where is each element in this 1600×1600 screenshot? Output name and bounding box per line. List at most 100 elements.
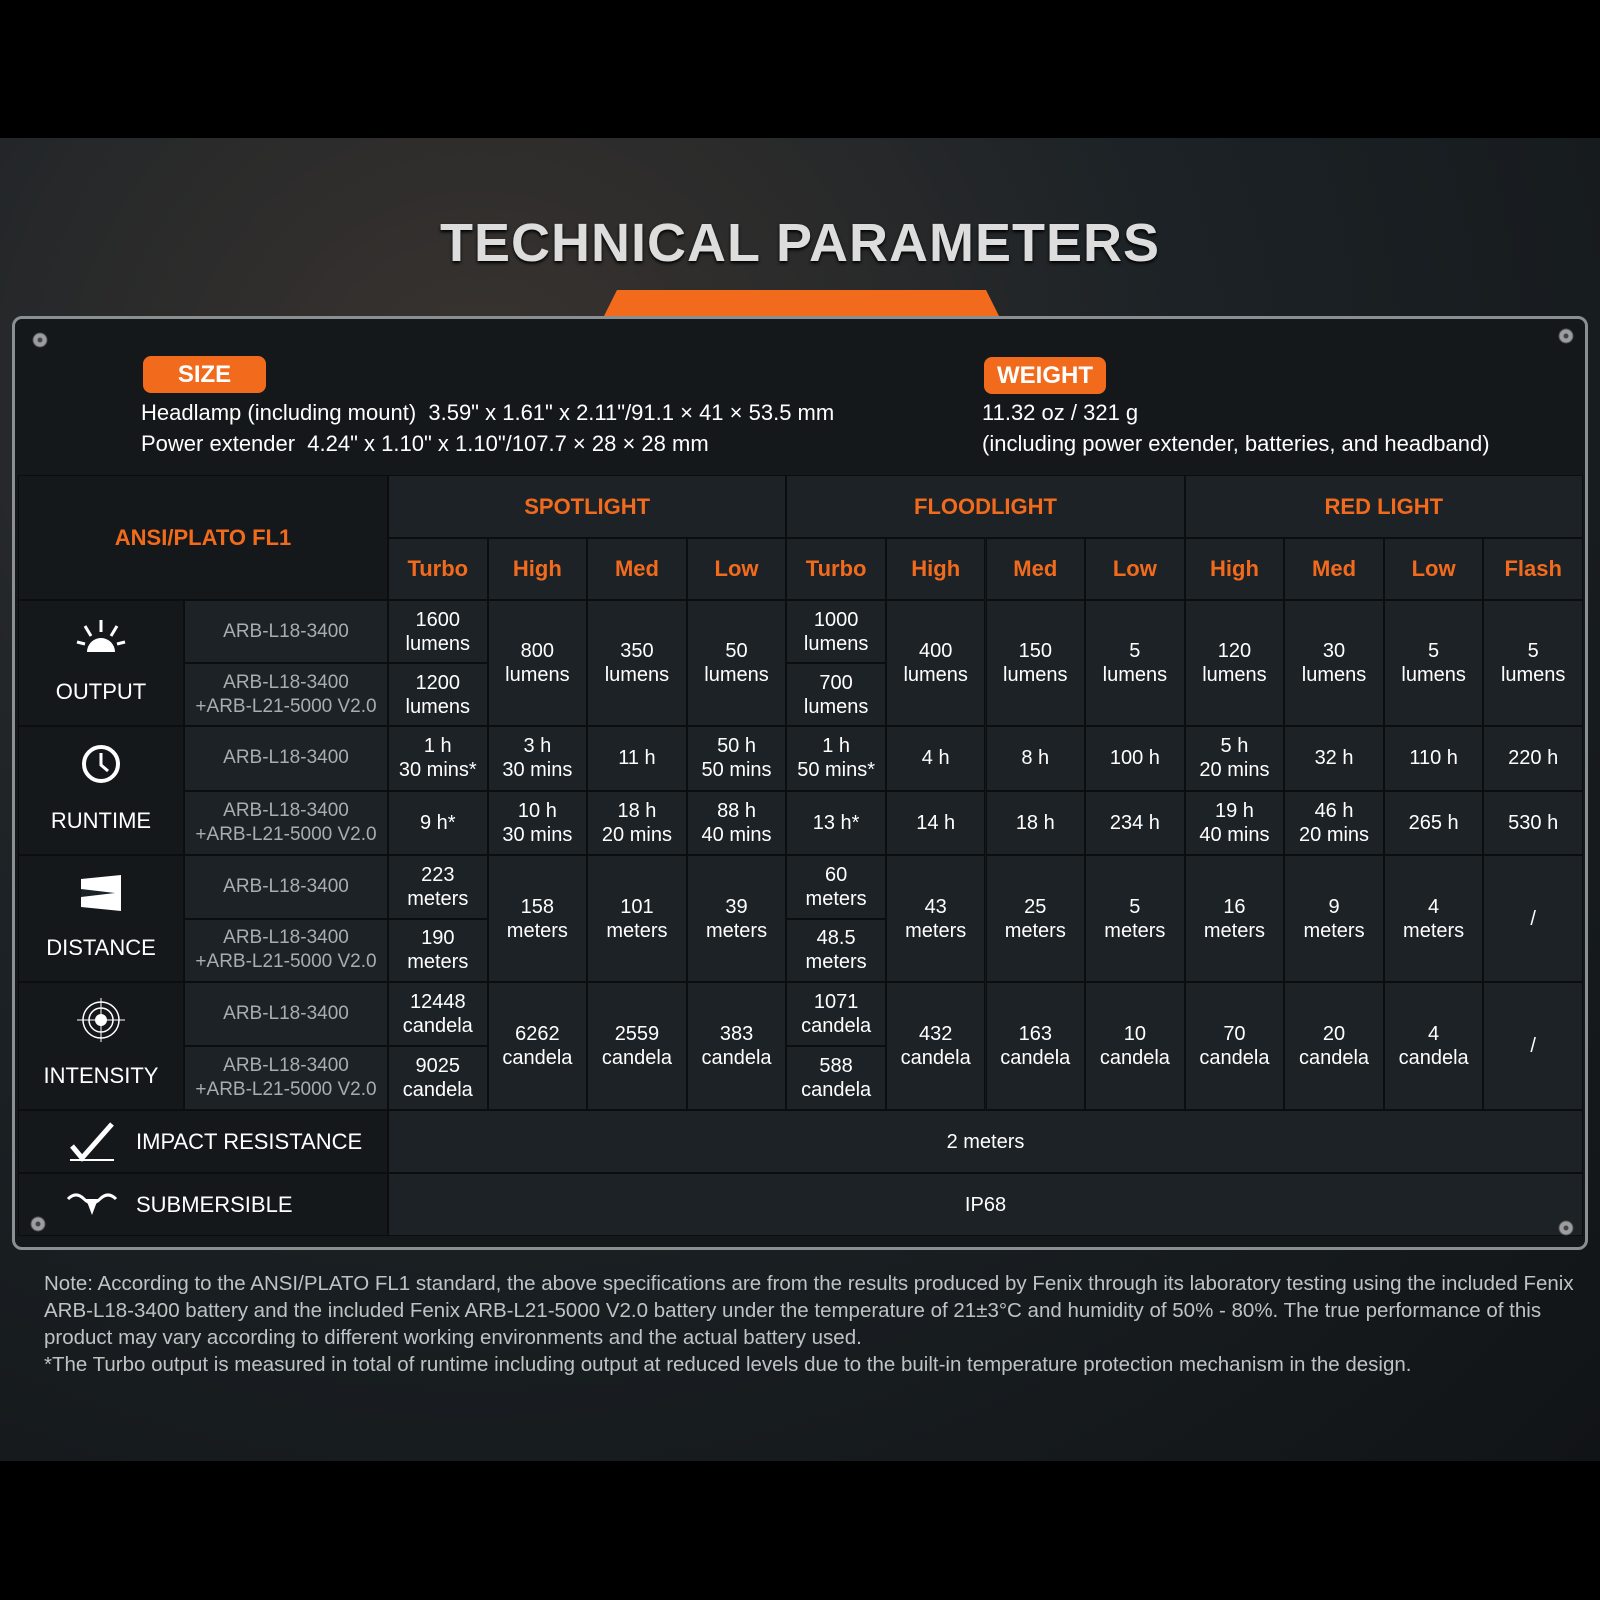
icon-shape	[109, 625, 119, 637]
value-cell: 158 meters	[487, 855, 588, 982]
value-cell: 1000 lumens	[786, 600, 886, 663]
value-cell: 10 candela	[1085, 982, 1185, 1110]
screw	[1558, 1220, 1574, 1236]
value-cell: 101 meters	[587, 855, 687, 982]
value-cell: 50 lumens	[686, 600, 787, 726]
title: TECHNICAL PARAMETERS	[439, 213, 1161, 273]
extra-label-text: SUBMERSIBLE	[136, 1191, 293, 1217]
row-icon	[77, 998, 125, 1042]
battery-label: ARB-L18-3400 +ARB-L21-5000 V2.0	[184, 790, 388, 855]
mode-header: Low	[686, 538, 787, 600]
icon-shape	[1563, 1225, 1569, 1231]
icon-shape	[76, 640, 86, 646]
value-cell: 432 candela	[885, 982, 986, 1110]
extra-value: 2 meters	[388, 1110, 1583, 1173]
row-icon	[81, 875, 121, 911]
value-cell: 46 h 20 mins	[1284, 790, 1384, 855]
row-label-text: RUNTIME	[50, 808, 152, 833]
value-cell: 400 lumens	[885, 600, 986, 726]
value-cell: 265 h	[1383, 790, 1484, 855]
value-cell: 5 lumens	[1383, 600, 1484, 726]
value-cell: 1071 candela	[786, 982, 886, 1046]
value-cell: 18 h	[985, 790, 1086, 855]
icon-shape	[1563, 333, 1569, 339]
mode-header: High	[1184, 538, 1285, 600]
value-cell: 2559 candela	[587, 982, 687, 1110]
battery-label: ARB-L18-3400	[184, 600, 388, 663]
value-cell: 14 h	[885, 790, 986, 855]
icon-shape	[70, 1122, 114, 1162]
value-cell: 88 h 40 mins	[686, 790, 787, 855]
value-cell: 25 meters	[985, 855, 1086, 982]
icon-shape	[116, 640, 126, 646]
mode-header: Med	[985, 538, 1086, 600]
tab-shape	[603, 290, 1000, 318]
value-cell: 30 lumens	[1284, 600, 1384, 726]
value-cell: 5 h 20 mins	[1184, 726, 1285, 791]
value-cell: 530 h	[1483, 790, 1583, 855]
battery-label: ARB-L18-3400 +ARB-L21-5000 V2.0	[184, 918, 388, 982]
value-cell: 220 h	[1483, 726, 1583, 791]
value-cell: 48.5 meters	[786, 918, 886, 982]
screw	[32, 332, 48, 348]
weight-label: WEIGHT	[984, 357, 1106, 394]
battery-label: ARB-L18-3400 +ARB-L21-5000 V2.0	[184, 663, 388, 726]
group-header: FLOODLIGHT	[786, 475, 1185, 538]
extra-label	[18, 1173, 388, 1236]
value-cell: 234 h	[1085, 790, 1185, 855]
value-cell: 19 h 40 mins	[1184, 790, 1285, 855]
battery-label: ARB-L18-3400 +ARB-L21-5000 V2.0	[184, 1046, 388, 1110]
value-cell: 800 lumens	[487, 600, 588, 726]
size-label: SIZE	[143, 356, 266, 393]
value-cell: 16 meters	[1184, 855, 1285, 982]
value-cell: 43 meters	[885, 855, 986, 982]
value-cell: 4 candela	[1383, 982, 1484, 1110]
battery-label: ARB-L18-3400	[184, 726, 388, 791]
group-header: SPOTLIGHT	[388, 475, 787, 538]
mode-header: Low	[1383, 538, 1484, 600]
value-cell: 10 h 30 mins	[487, 790, 588, 855]
value-cell: 4 h	[885, 726, 986, 791]
value-cell: 39 meters	[686, 855, 787, 982]
value-cell: 8 h	[985, 726, 1086, 791]
mode-header: Med	[587, 538, 687, 600]
value-cell: 9 h*	[388, 790, 488, 855]
battery-label: ARB-L18-3400	[184, 982, 388, 1046]
value-cell: 163 candela	[985, 982, 1086, 1110]
row-label-text: OUTPUT	[55, 679, 147, 704]
icon-shape	[99, 753, 109, 773]
row-icon	[76, 620, 126, 652]
value-cell: 70 candela	[1184, 982, 1285, 1110]
mode-header: Turbo	[388, 538, 488, 600]
value-cell: 223 meters	[388, 855, 488, 919]
value-cell: 1 h 50 mins*	[786, 726, 886, 791]
value-cell: 150 lumens	[985, 600, 1086, 726]
note: Note: According to the ANSI/PLATO FL1 st…	[44, 1272, 1574, 1349]
notes: Note: According to the ANSI/PLATO FL1 st…	[44, 1270, 1589, 1378]
value-cell: 4 meters	[1383, 855, 1484, 982]
screw	[30, 1216, 46, 1232]
value-cell: /	[1483, 855, 1583, 982]
row-icon	[82, 745, 120, 783]
mode-header: High	[885, 538, 986, 600]
mode-header: Turbo	[786, 538, 886, 600]
row-label	[18, 855, 184, 982]
row-label-text: INTENSITY	[43, 1063, 159, 1088]
icon-shape	[35, 1221, 41, 1227]
extra-label-text: IMPACT RESISTANCE	[136, 1128, 363, 1154]
value-cell: 700 lumens	[786, 663, 886, 726]
value-cell: 6262 candela	[487, 982, 588, 1110]
value-cell: 350 lumens	[587, 600, 687, 726]
value-cell: 110 h	[1383, 726, 1484, 791]
value-cell: 32 h	[1284, 726, 1384, 791]
row-icon	[70, 1122, 114, 1162]
row-icon	[66, 1193, 118, 1215]
extra-label	[18, 1110, 388, 1173]
screw	[1558, 328, 1574, 344]
mode-header: High	[487, 538, 588, 600]
icon-shape	[82, 745, 120, 783]
value-cell: 18 h 20 mins	[587, 790, 687, 855]
mode-header: Low	[1085, 538, 1185, 600]
value-cell: 9025 candela	[388, 1046, 488, 1110]
